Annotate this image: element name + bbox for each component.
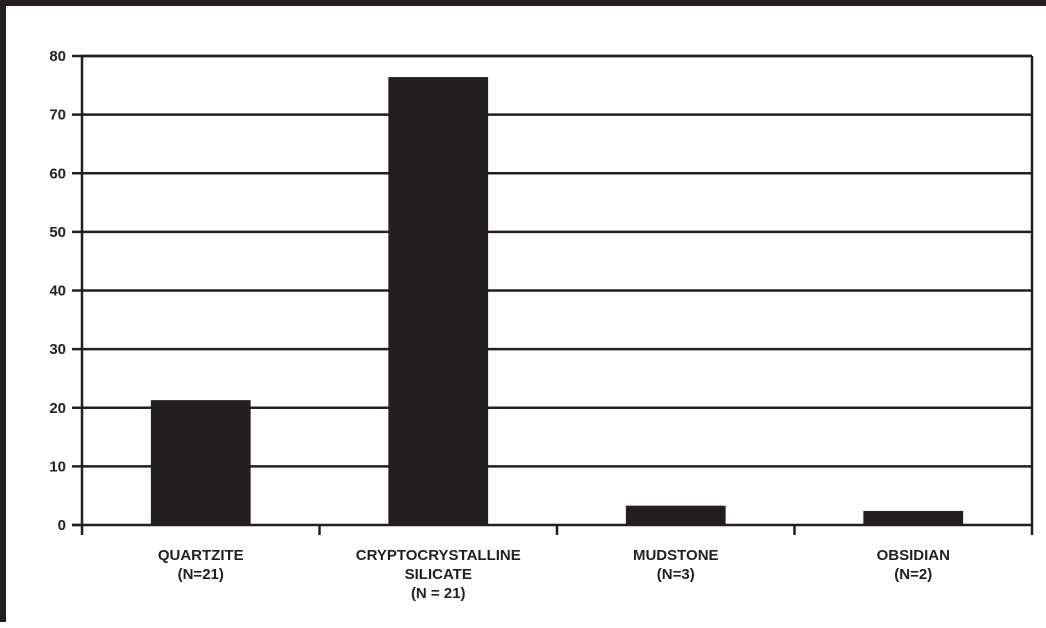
y-tick-label: 10 <box>49 458 66 475</box>
y-tick-label: 20 <box>49 400 66 417</box>
y-tick-label: 70 <box>49 107 66 124</box>
x-category-label: OBSIDIAN <box>877 547 950 564</box>
x-category-label: (N=2) <box>894 566 932 583</box>
bar <box>625 505 726 525</box>
y-tick-label: 40 <box>49 283 66 300</box>
y-tick-label: 0 <box>58 517 66 534</box>
category-labels: QUARTZITE (N=21) CRYPTOCRYSTALLINE SILICATE… <box>158 547 950 602</box>
axes <box>72 54 1034 535</box>
bar <box>388 77 489 525</box>
bars <box>150 77 964 525</box>
y-tick-label: 80 <box>49 48 66 65</box>
bar-chart: 0 10 20 30 40 50 60 70 80 QUARTZITE (N=21) CRYPTOC… <box>49 48 1034 602</box>
bar <box>150 400 251 525</box>
x-category-label: (N = 21) <box>411 585 466 602</box>
x-category-label: (N=3) <box>657 566 695 583</box>
y-tick-labels: 0 10 20 30 40 50 60 70 80 <box>49 48 66 534</box>
x-category-label: SILICATE <box>405 566 472 583</box>
y-tick-label: 50 <box>49 224 66 241</box>
x-category-label: QUARTZITE <box>158 547 244 564</box>
x-category-label: CRYPTOCRYSTALLINE <box>356 547 521 564</box>
y-tick-label: 30 <box>49 341 66 358</box>
x-category-label: (N=21) <box>178 566 224 583</box>
y-tick-label: 60 <box>49 165 66 182</box>
x-category-label: MUDSTONE <box>633 547 719 564</box>
bar <box>863 510 964 525</box>
